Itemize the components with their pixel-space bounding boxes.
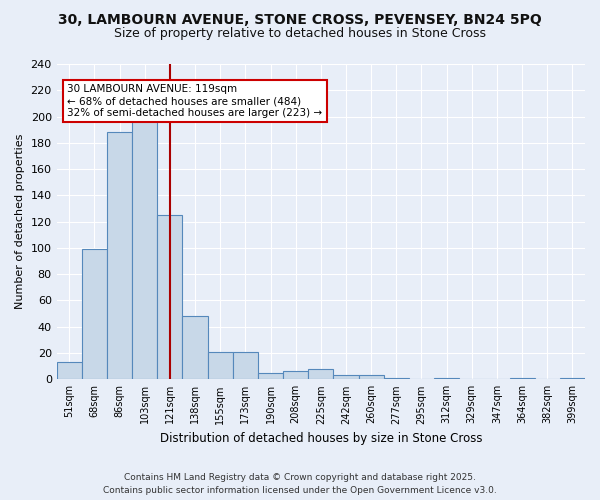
Bar [434, 378, 459, 380]
Bar [132, 112, 157, 380]
Bar [560, 378, 585, 380]
Bar [56, 362, 82, 380]
Bar [334, 376, 359, 380]
X-axis label: Distribution of detached houses by size in Stone Cross: Distribution of detached houses by size … [160, 432, 482, 445]
Y-axis label: Number of detached properties: Number of detached properties [15, 134, 25, 310]
Bar [107, 132, 132, 380]
Bar [509, 378, 535, 380]
Text: 30 LAMBOURN AVENUE: 119sqm
← 68% of detached houses are smaller (484)
32% of sem: 30 LAMBOURN AVENUE: 119sqm ← 68% of deta… [67, 84, 322, 117]
Bar [157, 215, 182, 380]
Bar [258, 372, 283, 380]
Bar [283, 372, 308, 380]
Bar [82, 249, 107, 380]
Text: Contains HM Land Registry data © Crown copyright and database right 2025.
Contai: Contains HM Land Registry data © Crown c… [103, 474, 497, 495]
Bar [182, 316, 208, 380]
Bar [233, 352, 258, 380]
Text: 30, LAMBOURN AVENUE, STONE CROSS, PEVENSEY, BN24 5PQ: 30, LAMBOURN AVENUE, STONE CROSS, PEVENS… [58, 12, 542, 26]
Bar [359, 376, 384, 380]
Bar [208, 352, 233, 380]
Bar [308, 369, 334, 380]
Bar [384, 378, 409, 380]
Text: Size of property relative to detached houses in Stone Cross: Size of property relative to detached ho… [114, 28, 486, 40]
